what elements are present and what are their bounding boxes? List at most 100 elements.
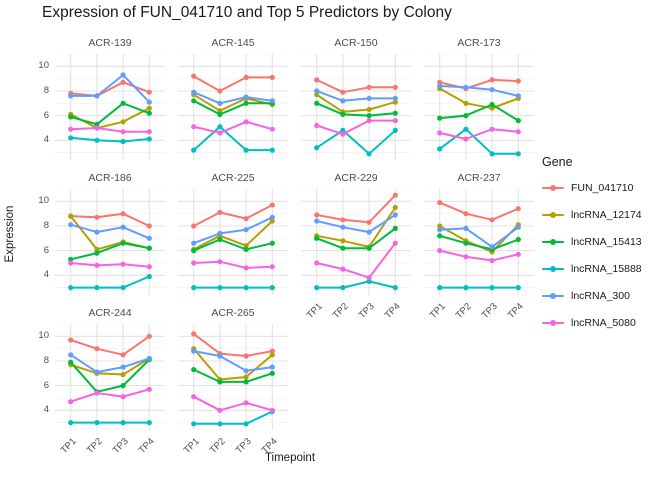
point-lncRNA_15413-TP3 — [366, 113, 372, 119]
point-lncRNA_5080-TP1 — [191, 394, 197, 400]
point-lncRNA_15888-TP1 — [68, 420, 74, 426]
point-lncRNA_5080-TP3 — [489, 257, 495, 264]
point-lncRNA_15413-TP4 — [515, 236, 521, 243]
line-lncRNA_300 — [192, 91, 274, 105]
legend-item-lncRNA_15413: lncRNA_15413 — [542, 233, 668, 250]
point-FUN_041710-TP1 — [314, 77, 320, 83]
point-lncRNA_12174-TP4 — [269, 218, 275, 224]
point-FUN_041710-TP3 — [243, 216, 249, 222]
point-lncRNA_15413-TP1 — [437, 115, 443, 121]
point-lncRNA_300-TP1 — [68, 93, 74, 99]
y-tick-label-row1-8: 8 — [43, 84, 49, 96]
legend-label: lncRNA_12174 — [571, 208, 642, 221]
point-lncRNA_15413-TP1 — [437, 233, 443, 239]
point-lncRNA_12174-TP1 — [314, 92, 320, 98]
line-lncRNA_15413 — [315, 102, 397, 117]
point-lncRNA_5080-TP1 — [437, 130, 443, 136]
point-lncRNA_12174-TP4 — [146, 105, 152, 111]
point-lncRNA_5080-TP4 — [269, 126, 275, 132]
point-lncRNA_15413-TP2 — [463, 113, 469, 119]
line-lncRNA_15413 — [192, 99, 274, 116]
point-lncRNA_5080-TP3 — [120, 394, 126, 400]
point-lncRNA_15413-TP1 — [68, 256, 74, 262]
legend-label: lncRNA_300 — [571, 289, 630, 302]
legend-items: FUN_041710 lncRNA_12174 lncRNA_15413 lncRNA… — [542, 179, 668, 331]
point-lncRNA_300-TP3 — [120, 364, 126, 370]
x-tick-label-ACR-244-TP2: TP2 — [84, 436, 105, 457]
point-FUN_041710-TP4 — [515, 206, 521, 212]
point-lncRNA_300-TP3 — [243, 94, 249, 100]
point-lncRNA_15888-TP3 — [243, 421, 249, 427]
y-tick-label-row1-4: 4 — [43, 134, 49, 146]
point-lncRNA_5080-TP2 — [94, 125, 100, 131]
point-lncRNA_5080-TP3 — [243, 119, 249, 125]
point-FUN_041710-TP3 — [366, 84, 372, 90]
point-FUN_041710-TP2 — [217, 88, 223, 94]
line-lncRNA_300 — [69, 223, 151, 240]
point-lncRNA_15888-TP1 — [437, 146, 443, 152]
point-lncRNA_300-TP3 — [366, 229, 372, 235]
legend-label: lncRNA_15413 — [571, 235, 642, 248]
point-lncRNA_12174-TP3 — [243, 374, 249, 380]
point-lncRNA_15888-TP4 — [146, 273, 152, 280]
point-lncRNA_12174-TP3 — [120, 371, 126, 378]
x-tick-label-ACR-229-TP2: TP2 — [330, 301, 351, 322]
line-lncRNA_12174 — [438, 87, 520, 110]
line-lncRNA_5080 — [192, 395, 274, 412]
point-lncRNA_15413-TP4 — [392, 225, 398, 231]
facet-panel-ACR-244 — [55, 324, 165, 430]
point-lncRNA_15888-TP3 — [489, 151, 495, 157]
x-tick-label-ACR-237-TP3: TP3 — [479, 301, 500, 322]
point-lncRNA_300-TP3 — [120, 72, 126, 78]
line-lncRNA_12174 — [192, 220, 274, 251]
point-lncRNA_5080-TP3 — [243, 265, 249, 271]
point-FUN_041710-TP4 — [269, 202, 275, 208]
facet-strip-ACR-237: ACR-237 — [457, 172, 501, 184]
facet-panel-ACR-229 — [301, 189, 411, 295]
point-lncRNA_15413-TP2 — [463, 240, 469, 246]
facet-panel-ACR-150 — [301, 54, 411, 160]
point-lncRNA_300-TP2 — [94, 229, 100, 235]
point-lncRNA_12174-TP2 — [340, 238, 346, 244]
x-tick-label-ACR-237-TP2: TP2 — [453, 301, 474, 322]
x-tick-label-ACR-237-TP4: TP4 — [505, 301, 527, 322]
point-lncRNA_5080-TP3 — [366, 275, 372, 281]
point-lncRNA_300-TP1 — [191, 89, 197, 95]
legend: Gene FUN_041710 lncRNA_12174 lncRNA_15413 l… — [542, 155, 668, 341]
point-lncRNA_15888-TP4 — [392, 285, 398, 291]
legend-key-icon — [542, 206, 564, 223]
line-FUN_041710 — [192, 75, 274, 92]
point-lncRNA_300-TP4 — [146, 99, 152, 105]
point-lncRNA_15888-TP3 — [489, 285, 495, 291]
point-lncRNA_5080-TP4 — [515, 251, 521, 257]
point-FUN_041710-TP1 — [191, 73, 197, 79]
legend-key-icon — [542, 233, 564, 250]
point-lncRNA_5080-TP3 — [120, 261, 126, 267]
legend-item-lncRNA_5080: lncRNA_5080 — [542, 314, 668, 331]
point-lncRNA_12174-TP1 — [437, 223, 443, 229]
point-lncRNA_300-TP1 — [314, 218, 320, 224]
point-lncRNA_15888-TP3 — [243, 285, 249, 291]
facet-strip-ACR-186: ACR-186 — [88, 172, 132, 184]
point-lncRNA_300-TP2 — [217, 100, 223, 106]
point-lncRNA_15413-TP3 — [120, 383, 126, 389]
point-lncRNA_15413-TP4 — [392, 110, 398, 116]
facet-panel-ACR-237 — [424, 189, 534, 295]
point-lncRNA_15413-TP3 — [489, 101, 495, 108]
point-lncRNA_5080-TP2 — [217, 259, 223, 265]
facet-panel-ACR-186 — [55, 189, 165, 295]
point-lncRNA_300-TP1 — [437, 227, 443, 233]
line-lncRNA_5080 — [438, 249, 520, 262]
facet-panel-ACR-139 — [55, 54, 165, 160]
point-lncRNA_300-TP2 — [94, 369, 100, 375]
facet-strip-ACR-225: ACR-225 — [211, 172, 255, 184]
point-lncRNA_5080-TP1 — [68, 126, 74, 132]
point-lncRNA_5080-TP1 — [191, 124, 197, 130]
point-lncRNA_300-TP1 — [68, 352, 74, 358]
point-lncRNA_5080-TP1 — [191, 260, 197, 266]
line-lncRNA_5080 — [192, 260, 274, 269]
line-lncRNA_12174 — [69, 107, 151, 129]
point-lncRNA_15413-TP4 — [515, 118, 521, 124]
point-lncRNA_15888-TP4 — [269, 147, 275, 153]
